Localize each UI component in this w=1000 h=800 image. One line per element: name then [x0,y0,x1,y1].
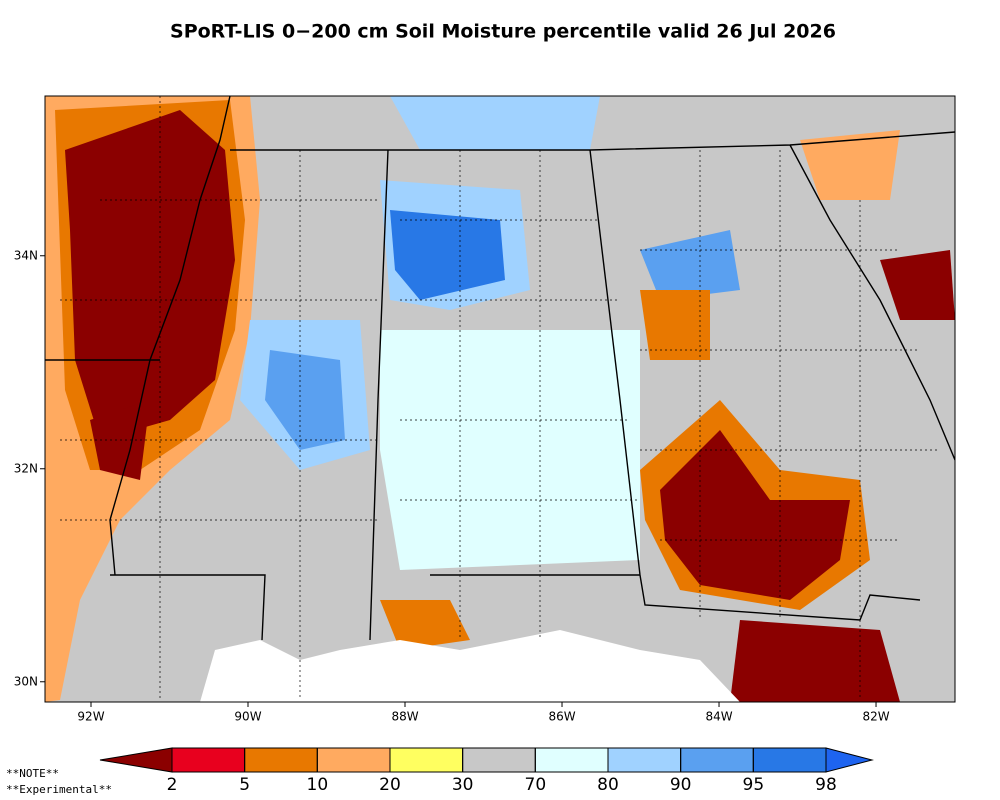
note: **NOTE** [6,767,59,780]
colorbar-label: 10 [307,775,329,795]
colorbar-segment [462,747,536,773]
x-tick-label: 90W [234,710,261,724]
colorbar-extend-low [99,747,173,773]
colorbar-label: 90 [670,775,692,795]
x-tick-label: 84W [705,710,732,724]
colorbar-segment [316,747,391,773]
y-tick-label: 32N [14,461,38,475]
colorbar-segment [680,747,754,773]
moisture-field [45,96,955,702]
map [45,96,955,702]
x-tick-label: 86W [548,710,575,724]
gulf-of-mexico [200,630,740,702]
colorbar-label: 5 [239,775,250,795]
colorbar-segment [389,747,464,773]
x-tick-label: 92W [77,710,104,724]
colorbar-label: 98 [815,775,837,795]
y-tick-label: 34N [14,248,38,262]
colorbar-label: 20 [379,775,401,795]
y-tick-label: 30N [14,674,38,688]
colorbar-label: 95 [743,775,765,795]
colorbar-segment [244,747,318,773]
colorbar-label: 2 [167,775,178,795]
x-tick-label: 82W [862,710,889,724]
title: SPoRT-LIS 0−200 cm Soil Moisture percent… [170,21,836,43]
state-borders [45,96,955,641]
colorbar: 2 5 10 20 30 70 80 90 95 98 [99,747,874,795]
county-borders [60,96,940,700]
colorbar-label: 70 [525,775,547,795]
note: **Experimental** [6,783,112,796]
colorbar-segment [534,747,609,773]
colorbar-segment [607,747,682,773]
colorbar-segment [171,747,246,773]
map-frame [44,95,956,703]
colorbar-label: 80 [597,775,619,795]
colorbar-label: 30 [452,775,474,795]
colorbar-segment [752,747,827,773]
colorbar-extend-high [825,747,874,773]
x-tick-label: 88W [391,710,418,724]
